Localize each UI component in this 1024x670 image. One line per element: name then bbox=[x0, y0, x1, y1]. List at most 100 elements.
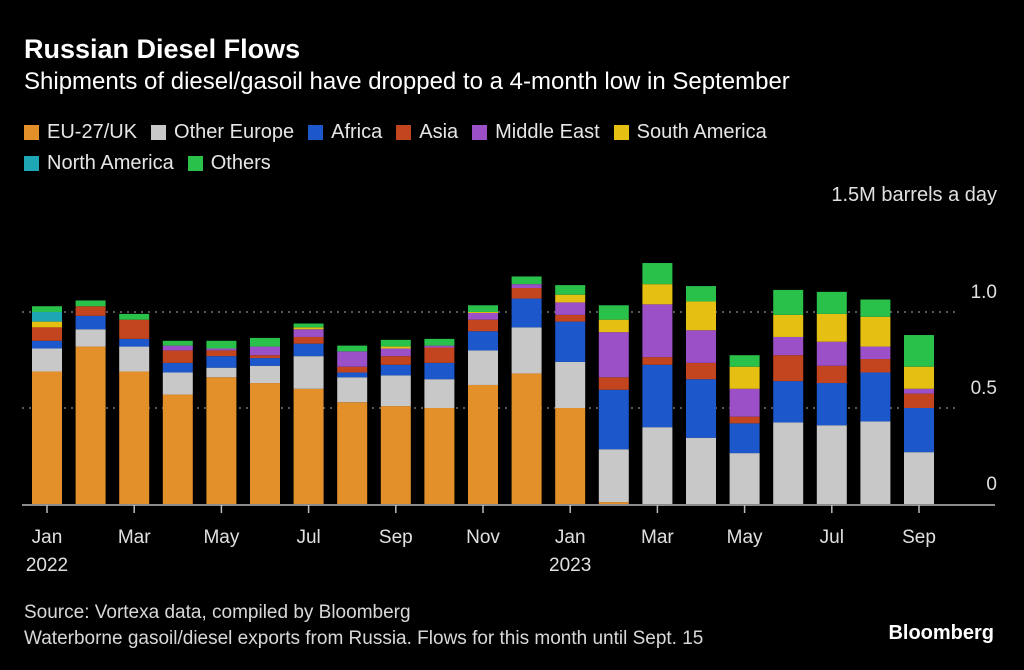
legend-item: South America bbox=[613, 118, 767, 147]
source-text: Source: Vortexa data, compiled by Bloomb… bbox=[24, 602, 411, 623]
bar-segment bbox=[162, 340, 193, 346]
bar-segment bbox=[598, 449, 629, 503]
bar-segment bbox=[729, 366, 760, 389]
bar-segment bbox=[511, 298, 542, 328]
bar-segment bbox=[642, 263, 673, 285]
bar-segment bbox=[380, 356, 411, 365]
bar-segment bbox=[598, 502, 629, 504]
bar-segment bbox=[598, 389, 629, 450]
x-tick-label: Jan bbox=[555, 527, 586, 548]
bar-segment bbox=[773, 289, 804, 315]
y-axis-label: 1.5M barrels a day bbox=[831, 184, 997, 206]
bar-segment bbox=[75, 329, 106, 347]
bar-segment bbox=[162, 372, 193, 395]
bar-segment bbox=[816, 341, 847, 366]
bar-segment bbox=[729, 416, 760, 424]
bar-segment bbox=[206, 367, 237, 378]
legend-item: Others bbox=[187, 149, 271, 178]
legend-swatch bbox=[396, 125, 412, 140]
legend-swatch bbox=[187, 156, 203, 171]
bar-segment bbox=[162, 345, 193, 351]
bar-segment bbox=[468, 312, 498, 313]
bar-segment bbox=[206, 340, 237, 349]
legend: EU-27/UK Other Europe Africa Asia Middle Eas… bbox=[24, 118, 944, 180]
legend-label: Africa bbox=[331, 121, 383, 143]
legend-label: Others bbox=[210, 152, 271, 174]
bar-segment bbox=[293, 356, 324, 389]
x-year-label: 2023 bbox=[549, 555, 591, 576]
legend-item: EU-27/UK bbox=[24, 118, 137, 147]
bar-segment bbox=[468, 350, 498, 385]
bar-segment bbox=[729, 355, 760, 367]
bar-segment bbox=[642, 304, 673, 358]
legend-swatch bbox=[472, 125, 488, 140]
legend-swatch bbox=[24, 125, 39, 140]
bar-segment bbox=[424, 408, 455, 504]
bar-segment bbox=[32, 327, 62, 341]
bar-segment bbox=[729, 388, 760, 417]
bar-segment bbox=[293, 336, 324, 344]
bar-segment bbox=[75, 300, 106, 307]
bar-segment bbox=[686, 301, 716, 331]
bar-segment bbox=[32, 312, 62, 322]
legend-item: Asia bbox=[396, 118, 458, 147]
bar-segment bbox=[555, 294, 586, 303]
bar-segment bbox=[380, 348, 411, 357]
x-year-label: 2022 bbox=[26, 555, 68, 576]
bar-segment bbox=[904, 388, 934, 394]
bar-segment bbox=[555, 302, 586, 315]
bar-segment bbox=[598, 377, 629, 390]
bar-segment bbox=[337, 372, 368, 378]
bar-segment bbox=[75, 306, 106, 316]
bar-segment bbox=[424, 347, 455, 363]
bar-segment bbox=[686, 330, 716, 363]
bar-segment bbox=[904, 452, 934, 504]
bar-segment bbox=[32, 321, 62, 328]
bloomberg-logo: Bloomberg bbox=[888, 622, 994, 644]
bar-segment bbox=[860, 359, 891, 373]
x-tick-label: Mar bbox=[118, 527, 151, 548]
bar-segment bbox=[75, 346, 106, 504]
x-tick-label: Jul bbox=[296, 527, 320, 548]
x-tick-label: Mar bbox=[641, 527, 674, 548]
bar-segment bbox=[511, 284, 542, 288]
bar-segment bbox=[598, 319, 629, 333]
x-tick-label: Sep bbox=[379, 527, 413, 548]
bar-segment bbox=[32, 306, 62, 312]
bar-segment bbox=[642, 427, 673, 504]
bar-segment bbox=[511, 327, 542, 374]
bar-segment bbox=[773, 314, 804, 337]
bar-segment bbox=[686, 379, 716, 438]
bar-segment bbox=[424, 338, 455, 346]
bar-segment bbox=[816, 383, 847, 426]
bar-segment bbox=[860, 316, 891, 347]
chart-title: Russian Diesel Flows bbox=[24, 34, 301, 64]
bar-segment bbox=[293, 343, 324, 357]
bar-segment bbox=[380, 406, 411, 504]
legend-label: Other Europe bbox=[174, 121, 295, 143]
x-tick-label: May bbox=[203, 527, 239, 548]
footnote-text: Waterborne gasoil/diesel exports from Ru… bbox=[24, 628, 704, 649]
bar-segment bbox=[206, 377, 237, 504]
bar-segment bbox=[162, 350, 193, 363]
legend-swatch bbox=[613, 125, 629, 140]
y-tick-label: 0.5 bbox=[971, 378, 997, 399]
bar-segment bbox=[250, 383, 280, 504]
bar-segment bbox=[860, 372, 891, 422]
x-tick-label: Sep bbox=[902, 527, 936, 548]
bar-segment bbox=[337, 402, 368, 504]
bar-segment bbox=[686, 286, 716, 302]
bar-segment bbox=[250, 365, 280, 384]
bar-segment bbox=[468, 331, 498, 351]
bar-segment bbox=[555, 314, 586, 322]
bar-segment bbox=[773, 336, 804, 356]
bar-segment bbox=[119, 319, 150, 339]
bar-segment bbox=[337, 366, 368, 373]
bar-segment bbox=[860, 346, 891, 360]
bar-segment bbox=[162, 394, 193, 504]
legend-label: North America bbox=[47, 152, 174, 174]
legend-item: North America bbox=[24, 149, 174, 178]
bar-segment bbox=[555, 361, 586, 408]
bar-segment bbox=[206, 348, 237, 351]
legend-label: Middle East bbox=[495, 121, 600, 143]
